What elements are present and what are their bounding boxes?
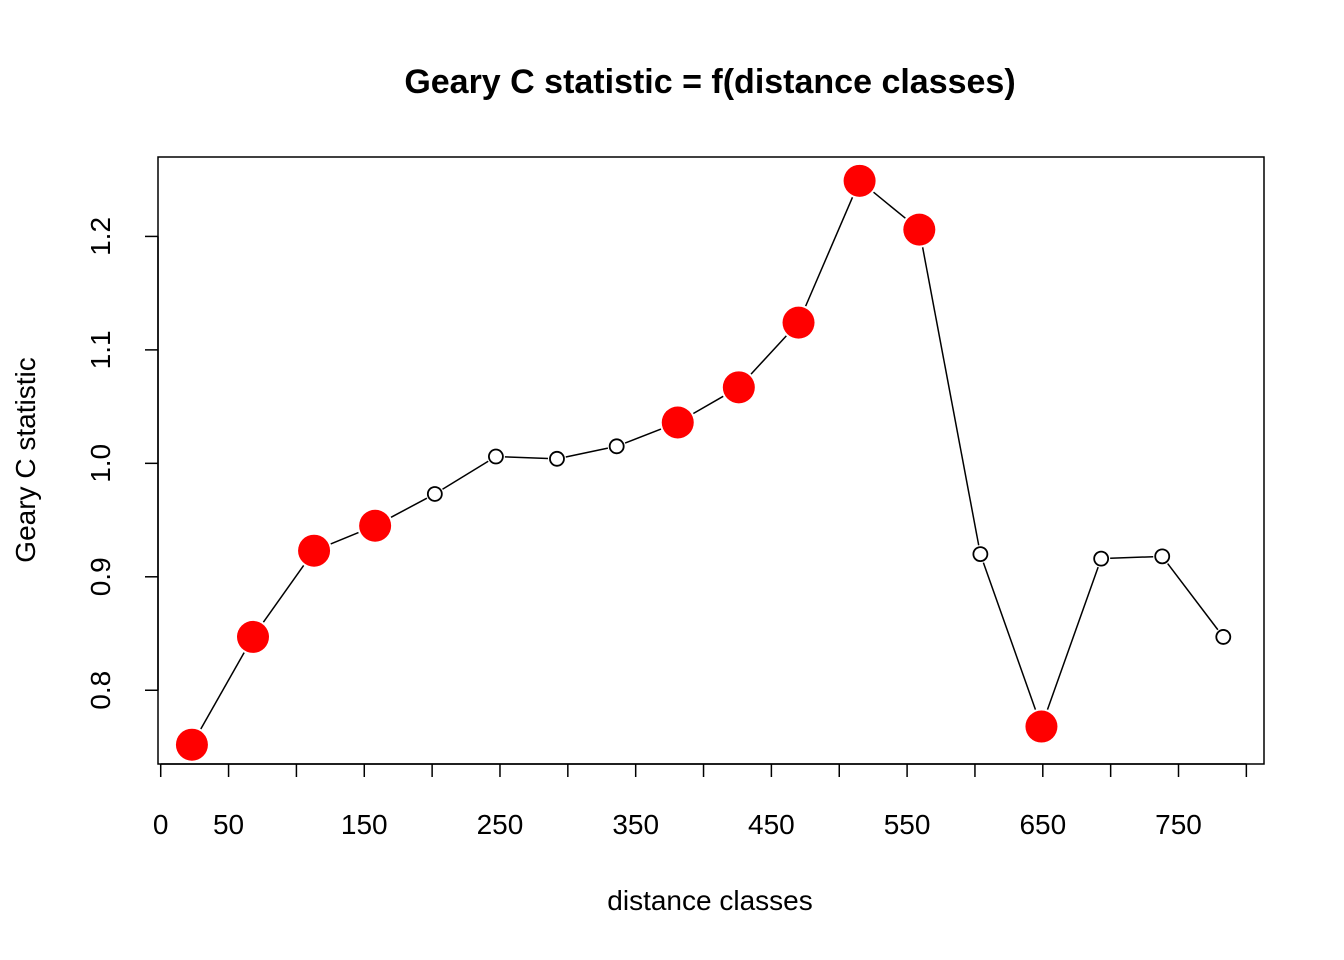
nonsignificant-point <box>549 450 565 467</box>
y-tick-label: 1.0 <box>85 444 116 483</box>
series-segment <box>1110 555 1154 560</box>
significant-point <box>1025 710 1058 743</box>
series-segment <box>692 395 724 415</box>
x-tick-label: 450 <box>748 809 795 840</box>
x-tick-label: 0 <box>153 809 169 840</box>
nonsignificant-point <box>1215 629 1232 645</box>
series-segment <box>750 335 787 375</box>
nonsignificant-point <box>488 448 504 465</box>
series-segment <box>873 191 906 219</box>
significant-point <box>722 371 755 404</box>
nonsignificant-point <box>1154 548 1171 565</box>
series-segment <box>504 456 549 460</box>
significant-point <box>175 728 208 761</box>
y-tick-label: 1.2 <box>85 217 116 256</box>
chart-title: Geary C statistic = f(distance classes) <box>404 63 1015 101</box>
y-tick-label: 1.1 <box>85 330 116 369</box>
x-axis-label: distance classes <box>607 885 812 916</box>
y-axis-label: Geary C statistic <box>10 357 41 562</box>
x-axis: 0 50 150 250 350 450 550 650 750 <box>153 763 1248 840</box>
x-tick-label: 50 <box>213 809 244 840</box>
significant-point <box>903 213 936 246</box>
significant-point <box>298 534 331 567</box>
series-segment <box>624 428 662 444</box>
series-segment <box>1167 563 1219 631</box>
data-series <box>175 164 1232 761</box>
nonsignificant-point <box>608 438 625 455</box>
series-segment <box>200 652 245 730</box>
significant-point <box>843 164 876 197</box>
series-segment <box>262 564 305 623</box>
nonsignificant-point <box>426 486 443 502</box>
series-segment <box>982 562 1037 710</box>
plot-frame <box>157 156 1265 765</box>
nonsignificant-point <box>1093 550 1110 567</box>
significant-point <box>236 620 269 653</box>
series-segment <box>921 247 980 546</box>
series-segment <box>442 460 489 490</box>
x-tick-label: 550 <box>884 809 931 840</box>
significant-point <box>359 509 392 542</box>
series-segment <box>804 197 854 307</box>
x-tick-label: 250 <box>477 809 524 840</box>
y-tick-label: 0.8 <box>85 671 116 710</box>
significant-point <box>782 306 815 339</box>
series-segment <box>330 531 359 545</box>
series-segment <box>1046 566 1099 710</box>
series-segment <box>565 447 609 458</box>
x-tick-label: 350 <box>612 809 659 840</box>
x-tick-label: 750 <box>1155 809 1202 840</box>
nonsignificant-point <box>972 546 989 563</box>
x-tick-label: 650 <box>1019 809 1066 840</box>
y-axis: 0.8 0.9 1.0 1.1 1.2 <box>85 217 159 710</box>
significant-point <box>661 406 694 439</box>
y-tick-label: 0.9 <box>85 557 116 596</box>
series-segment <box>390 497 428 518</box>
x-tick-label: 150 <box>341 809 388 840</box>
